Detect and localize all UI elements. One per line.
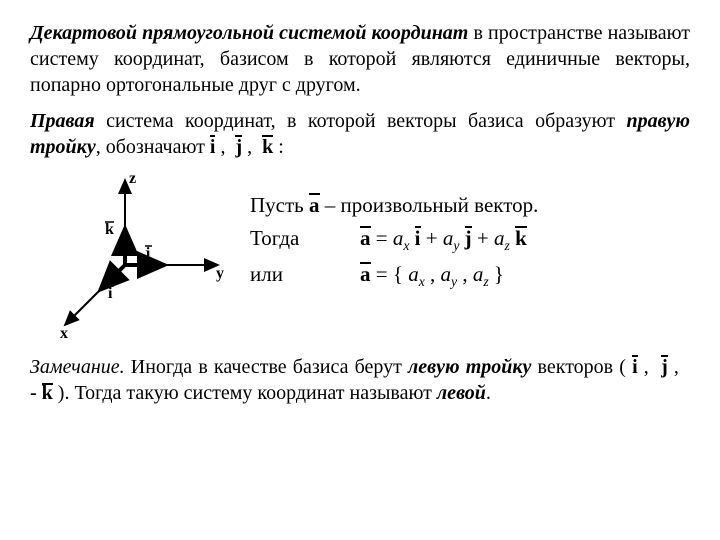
para3-p6: левой (437, 382, 486, 404)
paragraph-2: Правая система координат, в которой вект… (30, 108, 690, 160)
vec-k: k (262, 134, 273, 160)
para2-p1: Правая (30, 110, 95, 132)
axes-diagram: z y x k j i (30, 170, 230, 340)
label-y: y (216, 265, 224, 282)
line1-post: – произвольный вектор. (320, 193, 539, 217)
para3-p4: векторов ( (531, 356, 632, 378)
label-x: x (60, 325, 68, 340)
para3-p1: Замечание. (30, 356, 125, 378)
para3-p2: Иногда в качестве базиса берут (125, 356, 408, 378)
eq-line2: Тогда a = ax i + ay j + az k (250, 225, 690, 255)
vec-i: i (210, 134, 216, 160)
label-k: k (105, 221, 114, 238)
label-z: z (129, 170, 136, 187)
equations: Пусть a – произвольный вектор. Тогда a =… (250, 170, 690, 297)
para2-p4: , обозначают (96, 136, 210, 158)
paragraph-3: Замечание. Иногда в качестве базиса беру… (30, 354, 690, 406)
vec-a3: a (360, 261, 371, 288)
para3-p7: . (486, 382, 491, 404)
para2-colon: : (273, 136, 284, 158)
label-i: i (108, 285, 113, 302)
vec-a2: a (360, 225, 371, 252)
vec-a: a (309, 192, 320, 219)
paragraph-1: Декартовой прямоугольной системой коорди… (30, 20, 690, 98)
line1-pre: Пусть (250, 193, 309, 217)
para2-p2: система координат, в которой векторы баз… (95, 110, 627, 132)
line2-pre: Тогда (250, 225, 330, 252)
para3-p5: ). Тогда такую систему координат называю… (53, 382, 437, 404)
line3-pre: или (250, 261, 330, 288)
ax: ax (393, 226, 410, 250)
ay: ay (443, 226, 460, 250)
para3-p3: левую тройку (408, 356, 531, 378)
middle-row: z y x k j i Пусть a – произвольный векто… (30, 170, 690, 340)
eq-line3: или a = { ax , ay , az } (250, 261, 690, 291)
para1-bold: Декартовой прямоугольной системой коорди… (30, 22, 468, 44)
vec-j: j (235, 134, 242, 160)
az: az (494, 226, 510, 250)
vec-mk3: - - kk (30, 380, 53, 406)
label-j: j (144, 245, 150, 262)
eq-line1: Пусть a – произвольный вектор. (250, 192, 690, 219)
vec-j3: j (661, 354, 668, 380)
vec-i3: i (632, 354, 638, 380)
